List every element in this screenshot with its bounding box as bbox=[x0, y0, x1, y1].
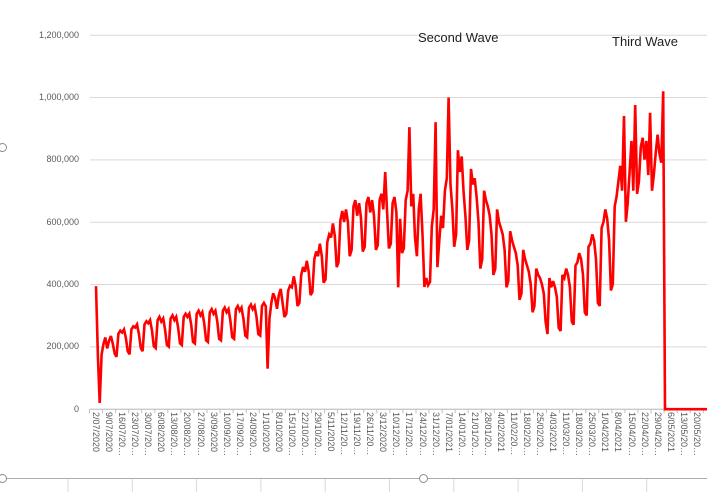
x-axis-label: 1/04/2021 bbox=[600, 412, 611, 453]
x-axis-label: 6/08/2020 bbox=[156, 412, 167, 453]
x-axis-label: 21/01/20… bbox=[469, 412, 480, 457]
x-axis-label: 18/02/20… bbox=[522, 412, 532, 457]
x-axis-label: 15/10/20… bbox=[286, 412, 297, 457]
x-axis-label: 9/07/2020 bbox=[104, 412, 115, 453]
x-axis-label: 4/03/2021 bbox=[548, 412, 559, 453]
x-axis-label: 11/03/20… bbox=[561, 412, 572, 456]
y-axis-label: 1,200,000 bbox=[38, 29, 79, 40]
x-axis-label: 1/10/2020 bbox=[260, 412, 271, 453]
x-axis-label: 15/04/20… bbox=[626, 412, 637, 457]
x-axis-label: 3/09/2020 bbox=[208, 412, 219, 453]
x-axis-label: 6/05/2021 bbox=[665, 412, 676, 453]
x-axis-label: 13/08/20… bbox=[169, 412, 180, 457]
y-axis-label: 0 bbox=[73, 403, 79, 414]
x-axis-label: 11/02/20… bbox=[508, 412, 519, 456]
x-axis-label: 27/08/20… bbox=[195, 412, 206, 457]
x-axis-label: 20/08/20… bbox=[182, 412, 193, 457]
x-axis-label: 17/12/20… bbox=[404, 412, 415, 457]
x-axis-label: 17/09/20… bbox=[234, 412, 245, 457]
y-axis-label: 600,000 bbox=[46, 216, 79, 227]
x-axis-label: 24/09/20… bbox=[247, 412, 258, 457]
x-axis-label: 20/05/20… bbox=[691, 412, 702, 457]
x-axis-label: 29/04/20… bbox=[652, 412, 663, 457]
x-axis-label: 23/07/20… bbox=[130, 412, 141, 457]
y-axis-label: 400,000 bbox=[46, 279, 79, 289]
x-axis-label: 10/12/20… bbox=[391, 412, 402, 457]
x-axis-label: 14/01/20… bbox=[456, 412, 467, 457]
x-axis-label: 7/01/2021 bbox=[443, 412, 454, 453]
x-axis-label: 30/07/20… bbox=[143, 412, 154, 457]
x-axis-label: 31/12/20… bbox=[430, 412, 441, 457]
x-axis-label: 3/12/2020 bbox=[378, 412, 389, 453]
x-axis-label: 19/11/20… bbox=[352, 412, 363, 456]
chart-resize-handle-left[interactable] bbox=[0, 142, 7, 152]
x-axis-label: 22/04/20… bbox=[639, 412, 650, 457]
annotation-third-wave[interactable]: Third Wave bbox=[612, 34, 678, 49]
x-axis-label: 26/11/20… bbox=[365, 412, 376, 456]
x-axis-label: 25/03/20… bbox=[587, 412, 598, 457]
annotation-second-wave[interactable]: Second Wave bbox=[418, 30, 499, 45]
chart-resize-handle-bottom-center[interactable] bbox=[418, 474, 428, 483]
y-axis-label: 1,000,000 bbox=[38, 92, 79, 102]
x-axis-label: 24/12/20… bbox=[417, 412, 428, 457]
x-axis-label: 12/11/20… bbox=[339, 412, 350, 456]
x-axis-label: 8/04/2021 bbox=[613, 412, 624, 453]
x-axis-label: 22/10/20… bbox=[300, 412, 310, 457]
x-axis-label: 8/10/2020 bbox=[273, 412, 284, 453]
y-axis-label: 200,000 bbox=[46, 341, 79, 352]
x-axis-label: 13/05/20… bbox=[678, 412, 689, 457]
x-axis-label: 25/02/20… bbox=[535, 412, 545, 457]
chart-resize-handle-bottom-left[interactable] bbox=[0, 474, 7, 483]
x-axis-label: 29/10/20… bbox=[313, 412, 323, 457]
x-axis-label: 4/02/2021 bbox=[495, 412, 506, 453]
x-axis-label: 18/03/20… bbox=[574, 412, 585, 457]
x-axis-label: 10/09/20… bbox=[221, 412, 232, 457]
x-axis-label: 2/07/2020 bbox=[91, 412, 101, 453]
x-axis-label: 5/11/2020 bbox=[326, 412, 337, 452]
series-line[interactable] bbox=[94, 91, 707, 411]
chart-border-bottom bbox=[0, 478, 707, 479]
x-axis-label: 16/07/20… bbox=[117, 412, 128, 457]
y-axis-label: 800,000 bbox=[46, 154, 79, 165]
x-axis-label: 28/01/20… bbox=[482, 412, 493, 457]
